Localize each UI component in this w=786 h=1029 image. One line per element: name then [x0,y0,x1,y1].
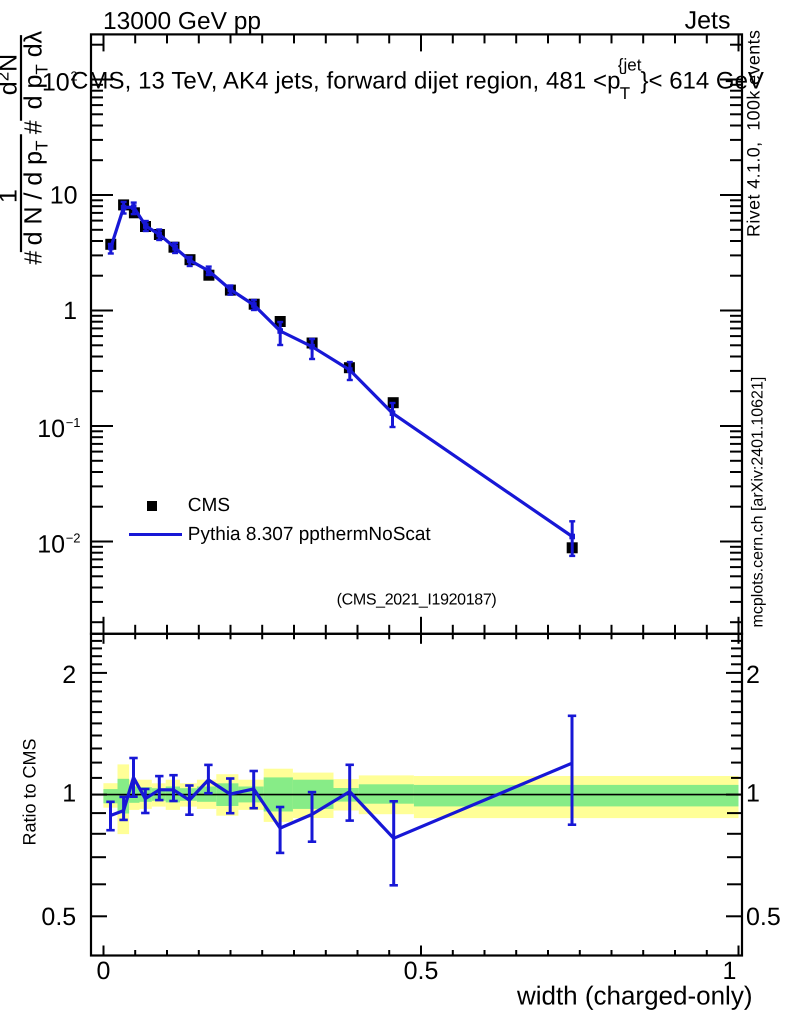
svg-text:{jet: {jet [618,55,642,74]
svg-text:Pythia 8.307 ppthermNoScat: Pythia 8.307 ppthermNoScat [188,524,432,545]
svg-text:#: # [20,120,48,134]
svg-text:13000 GeV pp: 13000 GeV pp [103,8,261,35]
svg-text:Rivet 4.1.0, 100k events: Rivet 4.1.0, 100k events [744,30,764,237]
svg-text:0.5: 0.5 [746,903,781,931]
svg-text:width (charged-only): width (charged-only) [516,981,753,1011]
svg-text:10: 10 [37,530,65,558]
svg-text:mcplots.cern.ch [arXiv:2401.10: mcplots.cern.ch [arXiv:2401.10621] [750,377,767,628]
svg-text:CMS: CMS [188,495,230,516]
svg-text:1: 1 [62,780,76,808]
svg-text:}< 614 GeV: }< 614 GeV [641,68,764,95]
svg-text:1: 1 [63,297,77,325]
svg-text:d N / d pT: d N / d pT [20,141,52,246]
svg-text:2: 2 [746,661,760,689]
svg-text:#: # [20,251,48,265]
svg-text:1: 1 [0,189,23,203]
svg-text:d2N: d2N [0,54,23,95]
svg-text:1: 1 [746,780,760,808]
svg-text:CMS, 13 TeV, AK4 jets, forward: CMS, 13 TeV, AK4 jets, forward dijet reg… [71,68,621,95]
svg-text:T: T [620,84,630,103]
svg-text:−2: −2 [66,530,81,545]
svg-text:2: 2 [62,661,76,689]
svg-text:10: 10 [50,182,78,210]
svg-text:−1: −1 [66,415,81,430]
svg-text:10: 10 [42,69,70,97]
svg-text:Jets: Jets [685,7,731,35]
svg-text:0.5: 0.5 [41,903,76,931]
svg-text:2: 2 [70,69,77,84]
svg-text:Ratio to CMS: Ratio to CMS [20,738,40,845]
svg-text:0: 0 [97,957,111,985]
svg-text:10: 10 [37,415,65,443]
svg-text:0.5: 0.5 [404,957,439,985]
svg-text:(CMS_2021_I1920187): (CMS_2021_I1920187) [337,592,497,609]
svg-text:1: 1 [723,957,737,985]
